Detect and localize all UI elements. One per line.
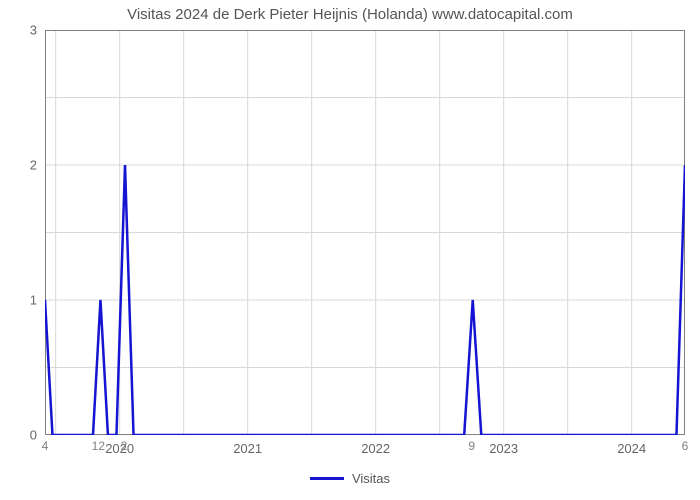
y-tick: 1 xyxy=(30,293,45,308)
line-series xyxy=(45,30,685,435)
legend-swatch xyxy=(310,477,344,480)
x-tick: 2024 xyxy=(617,435,646,456)
x-sub-label: 12 xyxy=(92,435,105,453)
legend-label: Visitas xyxy=(352,471,390,486)
x-tick: 2023 xyxy=(489,435,518,456)
plot-area: 012320202021202220232024412296 xyxy=(45,30,685,435)
x-sub-label: 9 xyxy=(468,435,475,453)
x-tick: 2021 xyxy=(233,435,262,456)
x-sub-label: 2 xyxy=(121,435,128,453)
y-tick: 2 xyxy=(30,158,45,173)
y-tick: 3 xyxy=(30,23,45,38)
x-sub-label: 4 xyxy=(42,435,49,453)
x-sub-label: 6 xyxy=(682,435,689,453)
legend: Visitas xyxy=(310,471,390,486)
x-tick: 2022 xyxy=(361,435,390,456)
chart-title: Visitas 2024 de Derk Pieter Heijnis (Hol… xyxy=(0,6,700,23)
